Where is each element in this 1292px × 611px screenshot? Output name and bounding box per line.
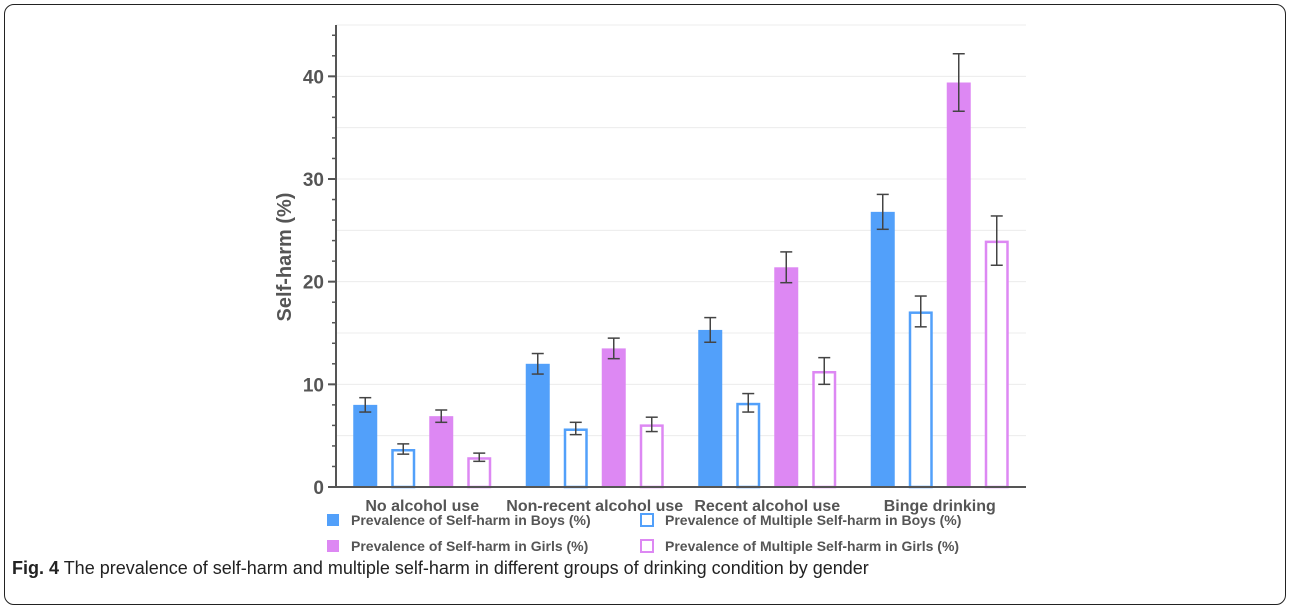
figure-caption: Fig. 4 The prevalence of self-harm and m…	[12, 558, 869, 579]
y-tick-label: 20	[303, 273, 324, 294]
x-tick-label: Non-recent alcohol use	[506, 498, 683, 515]
caption-label: Fig. 4	[12, 558, 60, 578]
bar-boys-selfharm-0	[353, 404, 378, 487]
bar-girls-selfharm-2	[774, 267, 799, 487]
figure-frame	[4, 4, 1286, 605]
x-tick-label: Binge drinking	[884, 498, 996, 515]
bar-boys-selfharm-1	[525, 363, 550, 487]
legend-entry: Prevalence of Multiple Self-harm in Girl…	[665, 538, 959, 554]
legend-entry: Prevalence of Multiple Self-harm in Boys…	[665, 512, 961, 528]
legend-entry: Prevalence of Self-harm in Girls (%)	[351, 538, 588, 554]
bar-girls-selfharm-3	[946, 82, 971, 487]
bar-girls-selfharm-0	[429, 416, 454, 487]
bar-boys-multiple-1	[563, 428, 588, 489]
legend-swatch	[327, 514, 339, 526]
y-axis-label: Self-harm (%)	[274, 193, 296, 322]
bar-boys-selfharm-2	[698, 329, 723, 487]
bars	[353, 52, 1009, 489]
x-tick-label: No alcohol use	[365, 498, 479, 515]
legend-swatch	[640, 513, 654, 527]
bar-boys-selfharm-3	[870, 211, 895, 487]
y-tick-label: 30	[303, 170, 324, 191]
bar-girls-selfharm-1	[601, 348, 626, 487]
bar-girls-multiple-1	[639, 424, 664, 489]
axes: 0 10 20 30 40 No alcohol use Non-recent alcoho…	[303, 25, 1026, 515]
bar-girls-multiple-0	[467, 457, 492, 489]
bar-boys-multiple-0	[391, 449, 416, 489]
legend-entry: Prevalence of Self-harm in Boys (%)	[351, 512, 591, 528]
legend-swatch	[327, 540, 339, 552]
legend: Prevalence of Self-harm in Boys (%) Preva…	[327, 512, 961, 554]
legend-swatch	[640, 539, 654, 553]
caption-text: The prevalence of self-harm and multiple…	[59, 558, 869, 578]
bar-boys-multiple-2	[736, 402, 761, 489]
bar-girls-multiple-2	[812, 370, 837, 489]
y-tick-label: 0	[313, 478, 324, 499]
y-tick-label: 40	[303, 67, 324, 88]
x-tick-label: Recent alcohol use	[694, 498, 840, 515]
bar-girls-multiple-3	[984, 240, 1009, 489]
y-tick-label: 10	[303, 375, 324, 396]
bar-boys-multiple-3	[908, 311, 933, 489]
